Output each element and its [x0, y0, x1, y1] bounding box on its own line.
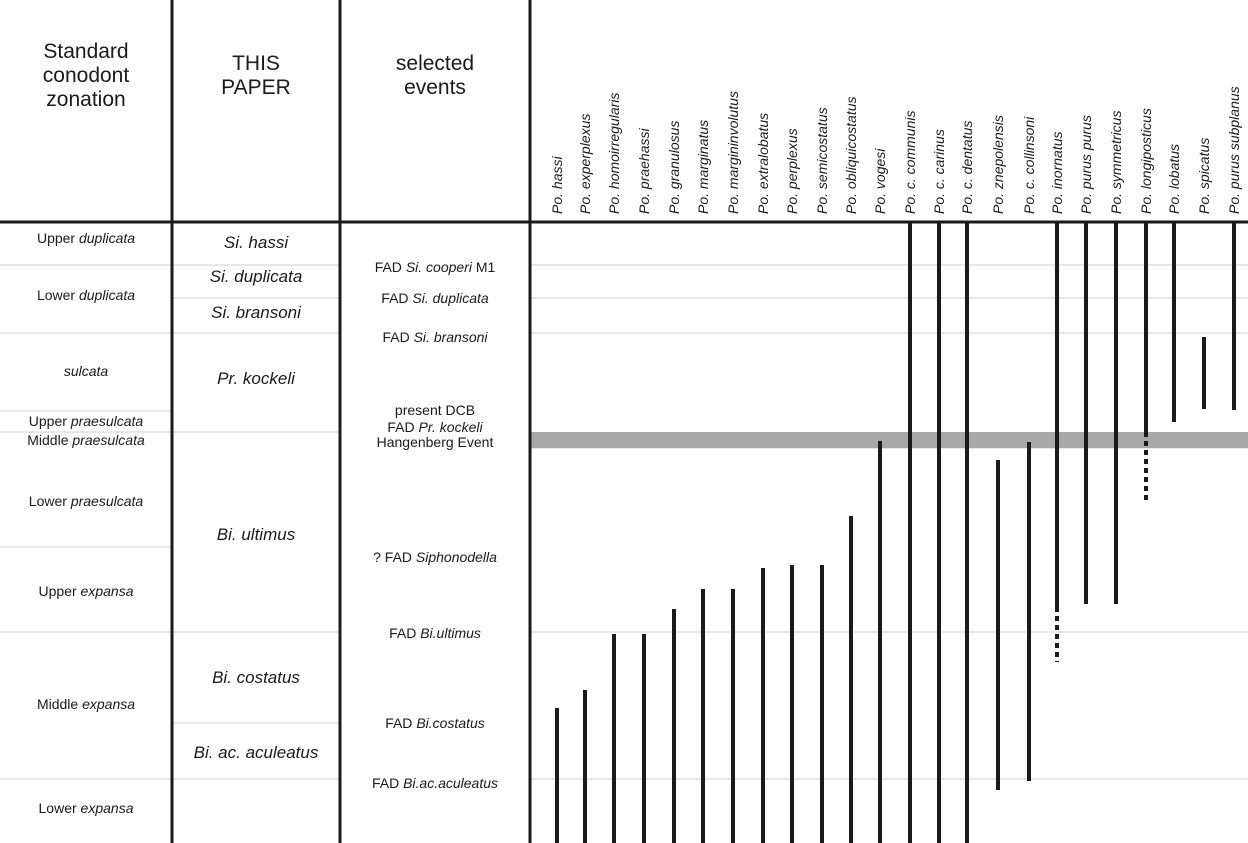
species-label: Po. obliquicostatus	[843, 96, 859, 214]
species-label: Po. perplexus	[784, 128, 800, 214]
species-label: Po. c. communis	[902, 111, 918, 214]
paper-zone-label: Bi. ultimus	[217, 525, 296, 544]
text: present DCB	[395, 402, 475, 418]
italic-text: praesulcata	[70, 413, 144, 429]
header-paper-line: THIS	[232, 52, 280, 75]
standard-zone-label: Lower expansa	[39, 800, 134, 816]
event-label: FAD Si. duplicata	[381, 290, 489, 306]
standard-zone-label: Middle expansa	[37, 696, 135, 712]
species-label: Po. extralobatus	[755, 113, 771, 214]
text: FAD	[387, 419, 418, 435]
species-label: Po. lobatus	[1166, 144, 1182, 214]
italic-text: praesulcata	[70, 493, 144, 509]
header-zonation-line: zonation	[46, 88, 125, 111]
standard-zone-label: Lower praesulcata	[29, 493, 144, 509]
hangenberg-band	[530, 432, 1248, 448]
standard-zone-label: Upper expansa	[39, 583, 134, 599]
italic-text: expansa	[81, 583, 134, 599]
species-label: Po. symmetricus	[1108, 111, 1124, 214]
standard-zone-label: Lower duplicata	[37, 287, 135, 303]
text: Upper	[39, 583, 81, 599]
species-label: Po. c. carinus	[931, 129, 947, 214]
italic-text: Si. bransoni	[414, 329, 489, 345]
standard-zone-label: Upper praesulcata	[29, 413, 144, 429]
event-label: FAD Si. bransoni	[382, 329, 488, 345]
italic-text: duplicata	[79, 287, 135, 303]
header-events-line: selected	[396, 52, 474, 75]
species-label: Po. hassi	[549, 156, 565, 214]
text: Lower	[39, 800, 81, 816]
standard-zone-label: Upper duplicata	[37, 230, 135, 246]
italic-text: Si. cooperi	[406, 259, 473, 275]
species-label: Po. praehassi	[636, 128, 652, 214]
species-label: Po. c. dentatus	[959, 121, 975, 214]
header-zonation-line: conodont	[43, 64, 130, 87]
text: Lower	[37, 287, 79, 303]
text: Lower	[29, 493, 71, 509]
species-label: Po. semicostatus	[814, 107, 830, 214]
event-label: FAD Bi.ac.aculeatus	[372, 775, 498, 791]
species-label: Po. c. collinsoni	[1021, 116, 1037, 214]
species-label: Po. purus purus	[1078, 115, 1094, 214]
species-label: Po. granulosus	[666, 121, 682, 214]
header-paper-line: PAPER	[221, 76, 291, 99]
event-label: FAD Bi.costatus	[385, 715, 485, 731]
text: FAD	[385, 715, 416, 731]
event-label: ? FAD Siphonodella	[373, 549, 497, 565]
italic-text: sulcata	[64, 363, 109, 379]
text: Upper	[37, 230, 79, 246]
event-label: FAD Bi.ultimus	[389, 625, 481, 641]
italic-text: Bi.ultimus	[420, 625, 481, 641]
species-label: Po. longiposticus	[1138, 108, 1154, 214]
text: ? FAD	[373, 549, 416, 565]
paper-zone-label: Si. duplicata	[210, 267, 303, 286]
species-label: Po. inornatus	[1049, 132, 1065, 215]
italic-text: Bi.costatus	[416, 715, 484, 731]
species-label: Po. marginatus	[695, 120, 711, 214]
text: FAD	[381, 290, 412, 306]
italic-text: Siphonodella	[416, 549, 497, 565]
header-events-line: events	[404, 76, 466, 99]
standard-zone-label: Middle praesulcata	[27, 432, 145, 448]
text: Middle	[37, 696, 82, 712]
text: Upper	[29, 413, 71, 429]
italic-text: expansa	[81, 800, 134, 816]
species-label: Po. znepolensis	[990, 115, 1006, 214]
species-label: Po. vogesi	[872, 148, 888, 214]
text: FAD	[382, 329, 413, 345]
species-label: Po. margininvolutus	[725, 91, 741, 214]
event-label: present DCB	[395, 402, 475, 418]
text: Middle	[27, 432, 72, 448]
text: FAD	[389, 625, 420, 641]
event-label: FAD Si. cooperi M1	[375, 259, 496, 275]
text: FAD	[372, 775, 403, 791]
species-label: Po. purus subplanus	[1226, 86, 1242, 214]
text: M1	[472, 259, 496, 275]
italic-text: duplicata	[79, 230, 135, 246]
paper-zone-label: Bi. costatus	[212, 668, 300, 687]
italic-text: expansa	[82, 696, 135, 712]
header-zonation-line: Standard	[43, 40, 128, 63]
text: FAD	[375, 259, 406, 275]
paper-zone-label: Pr. kockeli	[217, 369, 296, 388]
text: Hangenberg Event	[377, 434, 494, 450]
italic-text: Pr. kockeli	[419, 419, 484, 435]
event-label: FAD Pr. kockeli	[387, 419, 483, 435]
paper-zone-label: Si. bransoni	[211, 303, 302, 322]
event-label: Hangenberg Event	[377, 434, 494, 450]
species-label: Po. spicatus	[1196, 138, 1212, 214]
italic-text: praesulcata	[71, 432, 145, 448]
italic-text: Bi.ac.aculeatus	[403, 775, 498, 791]
paper-zone-label: Bi. ac. aculeatus	[194, 743, 319, 762]
italic-text: Si. duplicata	[412, 290, 488, 306]
standard-zone-label: sulcata	[64, 363, 109, 379]
paper-zone-label: Si. hassi	[224, 233, 289, 252]
species-label: Po. homoirregularis	[606, 93, 622, 214]
species-label: Po. experplexus	[577, 114, 593, 214]
